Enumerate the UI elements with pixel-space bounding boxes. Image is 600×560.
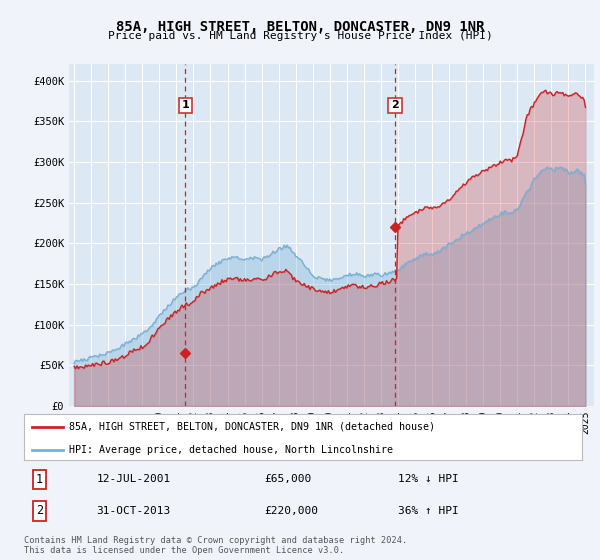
Text: £220,000: £220,000 — [264, 506, 318, 516]
Text: 31-OCT-2013: 31-OCT-2013 — [97, 506, 171, 516]
Text: 1: 1 — [36, 473, 43, 486]
Text: 36% ↑ HPI: 36% ↑ HPI — [398, 506, 458, 516]
Text: 85A, HIGH STREET, BELTON, DONCASTER, DN9 1NR: 85A, HIGH STREET, BELTON, DONCASTER, DN9… — [116, 20, 484, 34]
Text: HPI: Average price, detached house, North Lincolnshire: HPI: Average price, detached house, Nort… — [68, 445, 392, 455]
Text: 2: 2 — [36, 504, 43, 517]
Text: This data is licensed under the Open Government Licence v3.0.: This data is licensed under the Open Gov… — [24, 547, 344, 556]
Text: Contains HM Land Registry data © Crown copyright and database right 2024.: Contains HM Land Registry data © Crown c… — [24, 536, 407, 545]
Text: 12% ↓ HPI: 12% ↓ HPI — [398, 474, 458, 484]
Text: 12-JUL-2001: 12-JUL-2001 — [97, 474, 171, 484]
Text: Price paid vs. HM Land Registry's House Price Index (HPI): Price paid vs. HM Land Registry's House … — [107, 31, 493, 41]
Text: 2: 2 — [391, 100, 399, 110]
Text: 85A, HIGH STREET, BELTON, DONCASTER, DN9 1NR (detached house): 85A, HIGH STREET, BELTON, DONCASTER, DN9… — [68, 422, 434, 432]
Text: 1: 1 — [182, 100, 189, 110]
Text: £65,000: £65,000 — [264, 474, 311, 484]
